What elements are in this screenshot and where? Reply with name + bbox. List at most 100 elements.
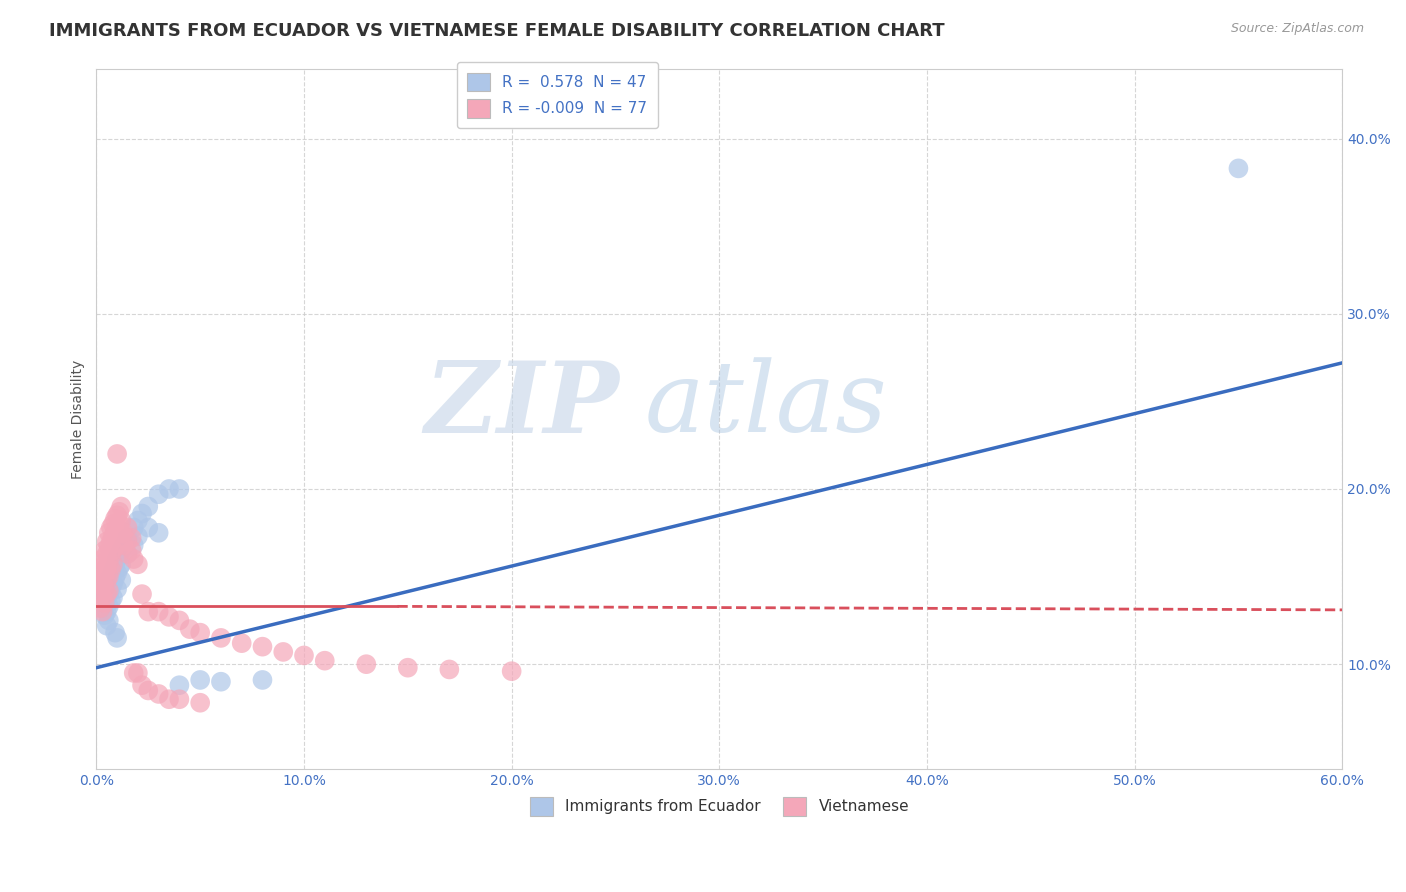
Point: [209, 674, 232, 689]
Point: [131, 587, 153, 601]
Point: [110, 543, 132, 558]
Point: [148, 605, 170, 619]
Point: [100, 549, 122, 563]
Point: [127, 665, 149, 680]
Point: [97, 573, 120, 587]
Point: [252, 640, 274, 654]
Point: [97, 583, 120, 598]
Point: [122, 520, 145, 534]
Point: [100, 534, 122, 549]
Point: [148, 525, 170, 540]
Point: [93, 582, 115, 596]
Point: [96, 618, 118, 632]
Point: [91, 565, 114, 579]
Point: [396, 661, 419, 675]
Point: [121, 543, 143, 558]
Point: [231, 636, 253, 650]
Point: [96, 534, 118, 549]
Text: IMMIGRANTS FROM ECUADOR VS VIETNAMESE FEMALE DISABILITY CORRELATION CHART: IMMIGRANTS FROM ECUADOR VS VIETNAMESE FE…: [49, 22, 945, 40]
Point: [105, 582, 128, 596]
Point: [209, 631, 232, 645]
Point: [97, 556, 120, 570]
Point: [96, 591, 118, 605]
Point: [89, 573, 111, 587]
Point: [101, 529, 124, 543]
Point: [122, 552, 145, 566]
Point: [179, 622, 201, 636]
Point: [101, 543, 124, 558]
Point: [104, 559, 127, 574]
Point: [110, 558, 132, 572]
Point: [1227, 161, 1250, 176]
Point: [108, 516, 131, 531]
Text: atlas: atlas: [644, 358, 887, 452]
Point: [97, 540, 120, 554]
Point: [93, 596, 115, 610]
Point: [188, 696, 211, 710]
Point: [112, 538, 135, 552]
Point: [100, 563, 122, 577]
Point: [89, 561, 111, 575]
Text: ZIP: ZIP: [425, 357, 620, 453]
Point: [101, 576, 124, 591]
Point: [100, 569, 122, 583]
Point: [314, 654, 336, 668]
Point: [91, 576, 114, 591]
Point: [110, 525, 132, 540]
Point: [105, 447, 128, 461]
Point: [104, 525, 127, 540]
Point: [93, 596, 115, 610]
Point: [108, 505, 131, 519]
Point: [93, 556, 115, 570]
Point: [131, 507, 153, 521]
Point: [93, 569, 115, 583]
Point: [188, 673, 211, 687]
Point: [97, 614, 120, 628]
Point: [117, 547, 139, 561]
Point: [91, 552, 114, 566]
Point: [108, 549, 131, 563]
Point: [110, 514, 132, 528]
Point: [96, 578, 118, 592]
Point: [100, 594, 122, 608]
Point: [105, 566, 128, 580]
Point: [91, 605, 114, 619]
Point: [252, 673, 274, 687]
Point: [188, 625, 211, 640]
Point: [121, 531, 143, 545]
Point: [112, 540, 135, 554]
Point: [136, 605, 159, 619]
Point: [117, 547, 139, 561]
Point: [97, 569, 120, 583]
Point: [104, 571, 127, 585]
Point: [96, 587, 118, 601]
Point: [148, 687, 170, 701]
Point: [292, 648, 315, 663]
Point: [271, 645, 294, 659]
Point: [169, 678, 191, 692]
Point: [117, 520, 139, 534]
Point: [169, 692, 191, 706]
Legend: Immigrants from Ecuador, Vietnamese: Immigrants from Ecuador, Vietnamese: [520, 788, 918, 825]
Point: [96, 573, 118, 587]
Point: [127, 558, 149, 572]
Point: [96, 605, 118, 619]
Point: [101, 558, 124, 572]
Point: [91, 591, 114, 605]
Point: [117, 534, 139, 549]
Point: [100, 582, 122, 596]
Point: [122, 538, 145, 552]
Point: [131, 678, 153, 692]
Point: [148, 487, 170, 501]
Point: [104, 512, 127, 526]
Point: [169, 482, 191, 496]
Point: [157, 482, 180, 496]
Point: [136, 500, 159, 514]
Point: [101, 516, 124, 531]
Point: [105, 631, 128, 645]
Point: [101, 591, 124, 605]
Point: [97, 587, 120, 601]
Point: [110, 573, 132, 587]
Point: [97, 599, 120, 614]
Point: [157, 692, 180, 706]
